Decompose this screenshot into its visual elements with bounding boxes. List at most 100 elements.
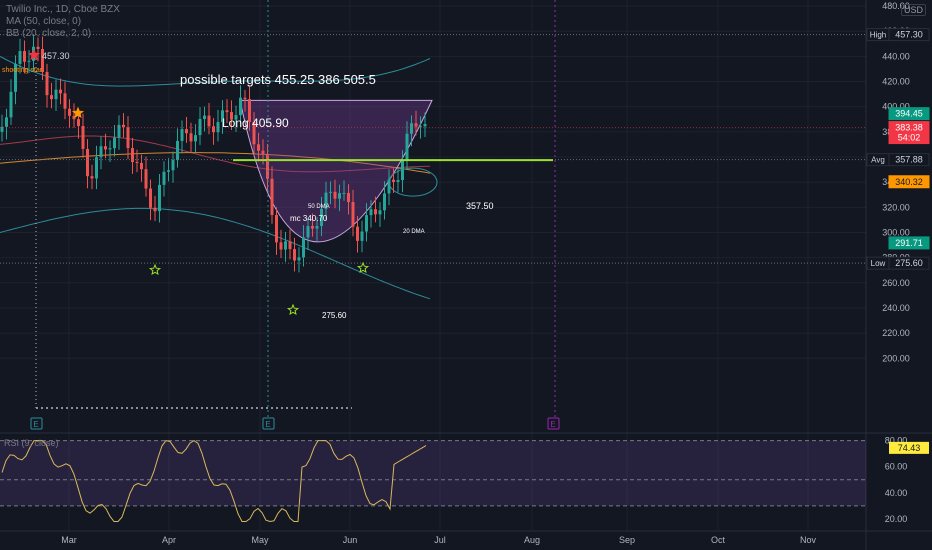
candle-body	[5, 117, 8, 127]
bb-upper-band	[0, 55, 431, 87]
time-tick-label: May	[251, 535, 269, 545]
price-badge-label: Low	[871, 259, 886, 268]
price-tick-label: 200.00	[882, 353, 910, 363]
candle-body	[149, 188, 152, 208]
dma20-annotation: 20 DMA	[403, 229, 425, 235]
price-badge-box	[888, 153, 930, 167]
time-tick-label: Apr	[162, 535, 176, 545]
currency-badge[interactable]: USD	[900, 4, 926, 16]
candle-body	[230, 112, 233, 120]
candle-body	[405, 133, 409, 160]
candle-body	[225, 110, 229, 113]
price-badge-label: High	[870, 31, 886, 40]
rsi-value-label: 74.43	[898, 443, 921, 453]
candle-body	[414, 123, 418, 127]
price-tick-label: 480.00	[882, 1, 910, 11]
candle-body	[392, 179, 395, 182]
bollinger-bands	[0, 55, 431, 300]
candle-body	[203, 115, 206, 120]
high-star-icon	[27, 48, 41, 61]
low-star-icon	[286, 303, 300, 316]
candle-body	[401, 159, 404, 181]
price-badge-box	[888, 256, 930, 270]
candle-body	[90, 176, 94, 179]
price-tick-label: 300.00	[882, 227, 910, 237]
candle-body	[108, 148, 112, 150]
candle-body	[117, 124, 121, 138]
shooting-star-icon	[71, 106, 85, 119]
candle-body	[113, 137, 116, 149]
candle-body	[324, 192, 328, 209]
bb-basis	[0, 135, 431, 173]
bb-lower-band	[0, 207, 431, 300]
candle-body	[302, 237, 305, 258]
candle-body	[347, 192, 350, 203]
price-badge-value: 383.38	[895, 123, 923, 133]
price-badge-value: 457.30	[895, 30, 923, 40]
candle-body	[207, 115, 211, 127]
low-star-icon	[148, 263, 162, 276]
candle-body	[252, 121, 256, 145]
bb-legend[interactable]: BB (20, close, 2, 0)	[6, 28, 92, 39]
time-tick-label: Oct	[711, 535, 726, 545]
price-tick-label: 440.00	[882, 51, 910, 61]
candle-body	[239, 97, 242, 116]
candle-body	[378, 210, 382, 215]
candle-body	[338, 193, 341, 199]
candle-body	[410, 123, 413, 134]
price-badge-label: Avg	[871, 156, 885, 165]
time-tick-label: Mar	[61, 535, 77, 545]
candle-body	[14, 63, 17, 92]
candle-body	[68, 108, 71, 116]
price-axis-panel	[866, 0, 932, 550]
candle-body	[360, 231, 364, 241]
candle-body	[23, 51, 26, 62]
candle-body	[365, 215, 368, 232]
time-tick-label: Nov	[800, 535, 817, 545]
earnings-marker-label: E	[265, 420, 270, 429]
candle-body	[293, 249, 296, 261]
earnings-marker-label: E	[33, 420, 38, 429]
symbol-legend[interactable]: Twilio Inc., 1D, Cboe BZX	[6, 4, 120, 15]
candle-body	[59, 89, 62, 94]
candle-body	[27, 60, 31, 62]
candle-body	[140, 162, 143, 170]
candle-body	[374, 209, 377, 215]
price-badge-value: 291.71	[895, 238, 923, 248]
candle-body	[234, 115, 238, 120]
candle-body	[243, 97, 247, 100]
price-badge-value: 340.32	[895, 177, 923, 187]
candle-body	[81, 126, 85, 149]
candle-body	[198, 119, 202, 136]
price-tick-label: 220.00	[882, 328, 910, 338]
shooting-star-label: shooting star	[2, 67, 43, 74]
dma50-annotation: 50 DMA	[308, 204, 330, 210]
price-tick-label: 240.00	[882, 303, 910, 313]
high-marker-label: 457.30	[42, 51, 70, 61]
candle-body	[18, 51, 22, 64]
candle-body	[131, 148, 134, 163]
price-tick-label: 260.00	[882, 278, 910, 288]
candle-body	[176, 140, 179, 161]
candle-body	[279, 242, 283, 250]
earnings-marker	[262, 417, 275, 430]
candle-body	[9, 91, 13, 118]
candle-body	[315, 226, 319, 229]
price-badge-value: 394.45	[895, 109, 923, 119]
candle-body	[423, 124, 427, 127]
candle-body	[54, 89, 58, 100]
candle-body	[396, 180, 400, 182]
candle-body	[306, 226, 310, 238]
rsi-line	[1, 440, 427, 523]
candle-body	[288, 241, 292, 250]
candle-body	[144, 169, 148, 189]
price-badge-box	[888, 175, 930, 189]
low-annotation: 275.60	[322, 311, 347, 320]
mc-annotation: mc 340.70	[290, 214, 328, 223]
earnings-marker-label: E	[550, 420, 555, 429]
candle-body	[261, 150, 265, 154]
candle-body	[270, 178, 274, 215]
candle-body	[297, 257, 301, 261]
ma-legend[interactable]: MA (50, close, 0)	[6, 16, 82, 27]
